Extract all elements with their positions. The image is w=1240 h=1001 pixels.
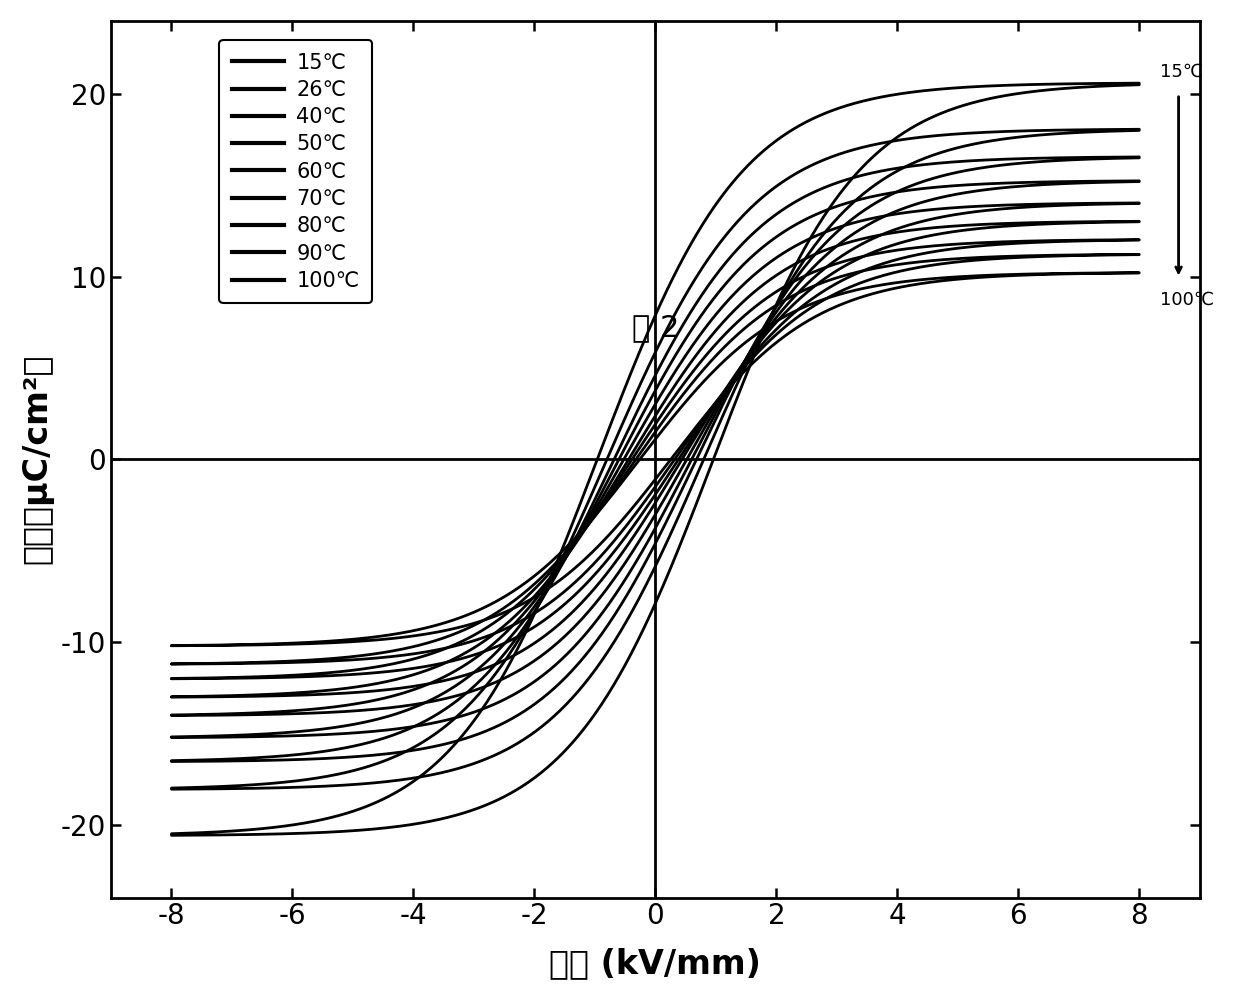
Legend: 15℃, 26℃, 40℃, 50℃, 60℃, 70℃, 80℃, 90℃, 100℃: 15℃, 26℃, 40℃, 50℃, 60℃, 70℃, 80℃, 90℃, … (219, 40, 372, 303)
Text: 图 2: 图 2 (631, 313, 680, 342)
Text: 15℃: 15℃ (1161, 63, 1204, 81)
Y-axis label: 极化（μC/cm²）: 极化（μC/cm²） (21, 354, 53, 565)
Text: 100℃: 100℃ (1161, 291, 1214, 309)
X-axis label: 电场 (kV/mm): 电场 (kV/mm) (549, 947, 761, 980)
